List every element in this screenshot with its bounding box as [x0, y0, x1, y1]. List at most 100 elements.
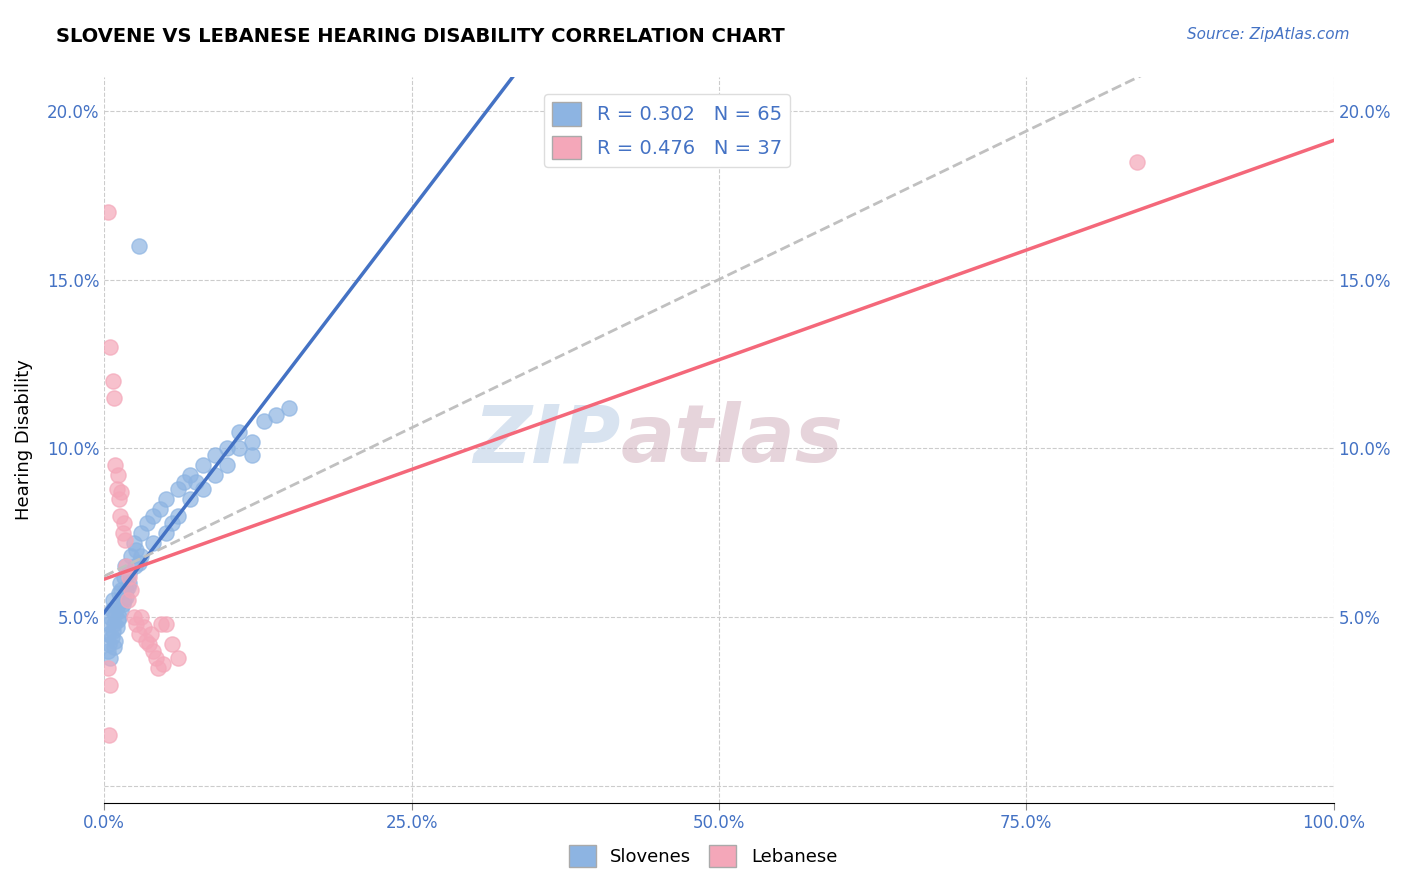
Point	[97, 627, 120, 641]
Point	[100, 677, 122, 691]
Point	[139, 627, 162, 641]
Point	[228, 442, 250, 456]
Point	[120, 583, 142, 598]
Point	[167, 482, 190, 496]
Point	[103, 616, 125, 631]
Point	[115, 559, 138, 574]
Point	[1126, 154, 1149, 169]
Point	[97, 644, 120, 658]
Point	[111, 525, 134, 540]
Point	[110, 576, 132, 591]
Point	[105, 482, 128, 496]
Point	[100, 610, 122, 624]
Point	[129, 525, 152, 540]
Point	[148, 502, 170, 516]
Text: Source: ZipAtlas.com: Source: ZipAtlas.com	[1187, 27, 1350, 42]
Point	[128, 627, 150, 641]
Point	[191, 482, 214, 496]
Point	[191, 458, 214, 473]
Point	[110, 603, 132, 617]
Point	[103, 640, 125, 655]
Point	[108, 586, 131, 600]
Point	[114, 559, 136, 574]
Point	[155, 525, 177, 540]
Point	[105, 620, 128, 634]
Text: ZIP: ZIP	[474, 401, 620, 479]
Point	[98, 637, 121, 651]
Point	[186, 475, 208, 490]
Legend: Slovenes, Lebanese: Slovenes, Lebanese	[561, 838, 845, 874]
Point	[217, 442, 239, 456]
Point	[97, 661, 120, 675]
Point	[101, 593, 124, 607]
Point	[110, 508, 132, 523]
Point	[145, 650, 167, 665]
Point	[101, 624, 124, 638]
Point	[167, 508, 190, 523]
Point	[118, 569, 141, 583]
Point	[112, 593, 135, 607]
Point	[135, 633, 157, 648]
Point	[115, 583, 138, 598]
Point	[110, 485, 132, 500]
Point	[107, 468, 129, 483]
Point	[100, 603, 122, 617]
Point	[104, 458, 127, 473]
Point	[125, 542, 148, 557]
Text: SLOVENE VS LEBANESE HEARING DISABILITY CORRELATION CHART: SLOVENE VS LEBANESE HEARING DISABILITY C…	[56, 27, 785, 45]
Point	[97, 205, 120, 219]
Point	[142, 508, 165, 523]
Point	[108, 610, 131, 624]
Point	[122, 536, 145, 550]
Point	[138, 637, 160, 651]
Point	[136, 516, 159, 530]
Point	[98, 616, 121, 631]
Text: atlas: atlas	[620, 401, 844, 479]
Point	[101, 374, 124, 388]
Legend: R = 0.302   N = 65, R = 0.476   N = 37: R = 0.302 N = 65, R = 0.476 N = 37	[544, 95, 790, 167]
Point	[152, 657, 174, 672]
Point	[117, 593, 139, 607]
Point	[107, 614, 129, 628]
Point	[160, 516, 183, 530]
Point	[142, 644, 165, 658]
Point	[103, 391, 125, 405]
Point	[112, 516, 135, 530]
Point	[240, 434, 263, 449]
Point	[124, 559, 146, 574]
Point	[253, 414, 276, 428]
Point	[167, 650, 190, 665]
Point	[277, 401, 299, 415]
Point	[179, 491, 201, 506]
Point	[111, 597, 134, 611]
Point	[240, 448, 263, 462]
Point	[110, 583, 132, 598]
Point	[100, 630, 122, 644]
Point	[115, 590, 138, 604]
Point	[155, 491, 177, 506]
Point	[155, 616, 177, 631]
Point	[100, 650, 122, 665]
Point	[148, 661, 170, 675]
Point	[173, 475, 195, 490]
Point	[118, 576, 141, 591]
Point	[112, 569, 135, 583]
Point	[160, 637, 183, 651]
Point	[125, 616, 148, 631]
Point	[122, 610, 145, 624]
Point	[98, 728, 121, 742]
Point	[129, 549, 152, 564]
Point	[108, 491, 131, 506]
Point	[128, 239, 150, 253]
Point	[118, 566, 141, 581]
Point	[120, 549, 142, 564]
Point	[142, 536, 165, 550]
Point	[100, 340, 122, 354]
Point	[179, 468, 201, 483]
Point	[129, 610, 152, 624]
Point	[204, 448, 226, 462]
Point	[104, 633, 127, 648]
Y-axis label: Hearing Disability: Hearing Disability	[15, 359, 32, 520]
Point	[104, 607, 127, 621]
Point	[204, 468, 226, 483]
